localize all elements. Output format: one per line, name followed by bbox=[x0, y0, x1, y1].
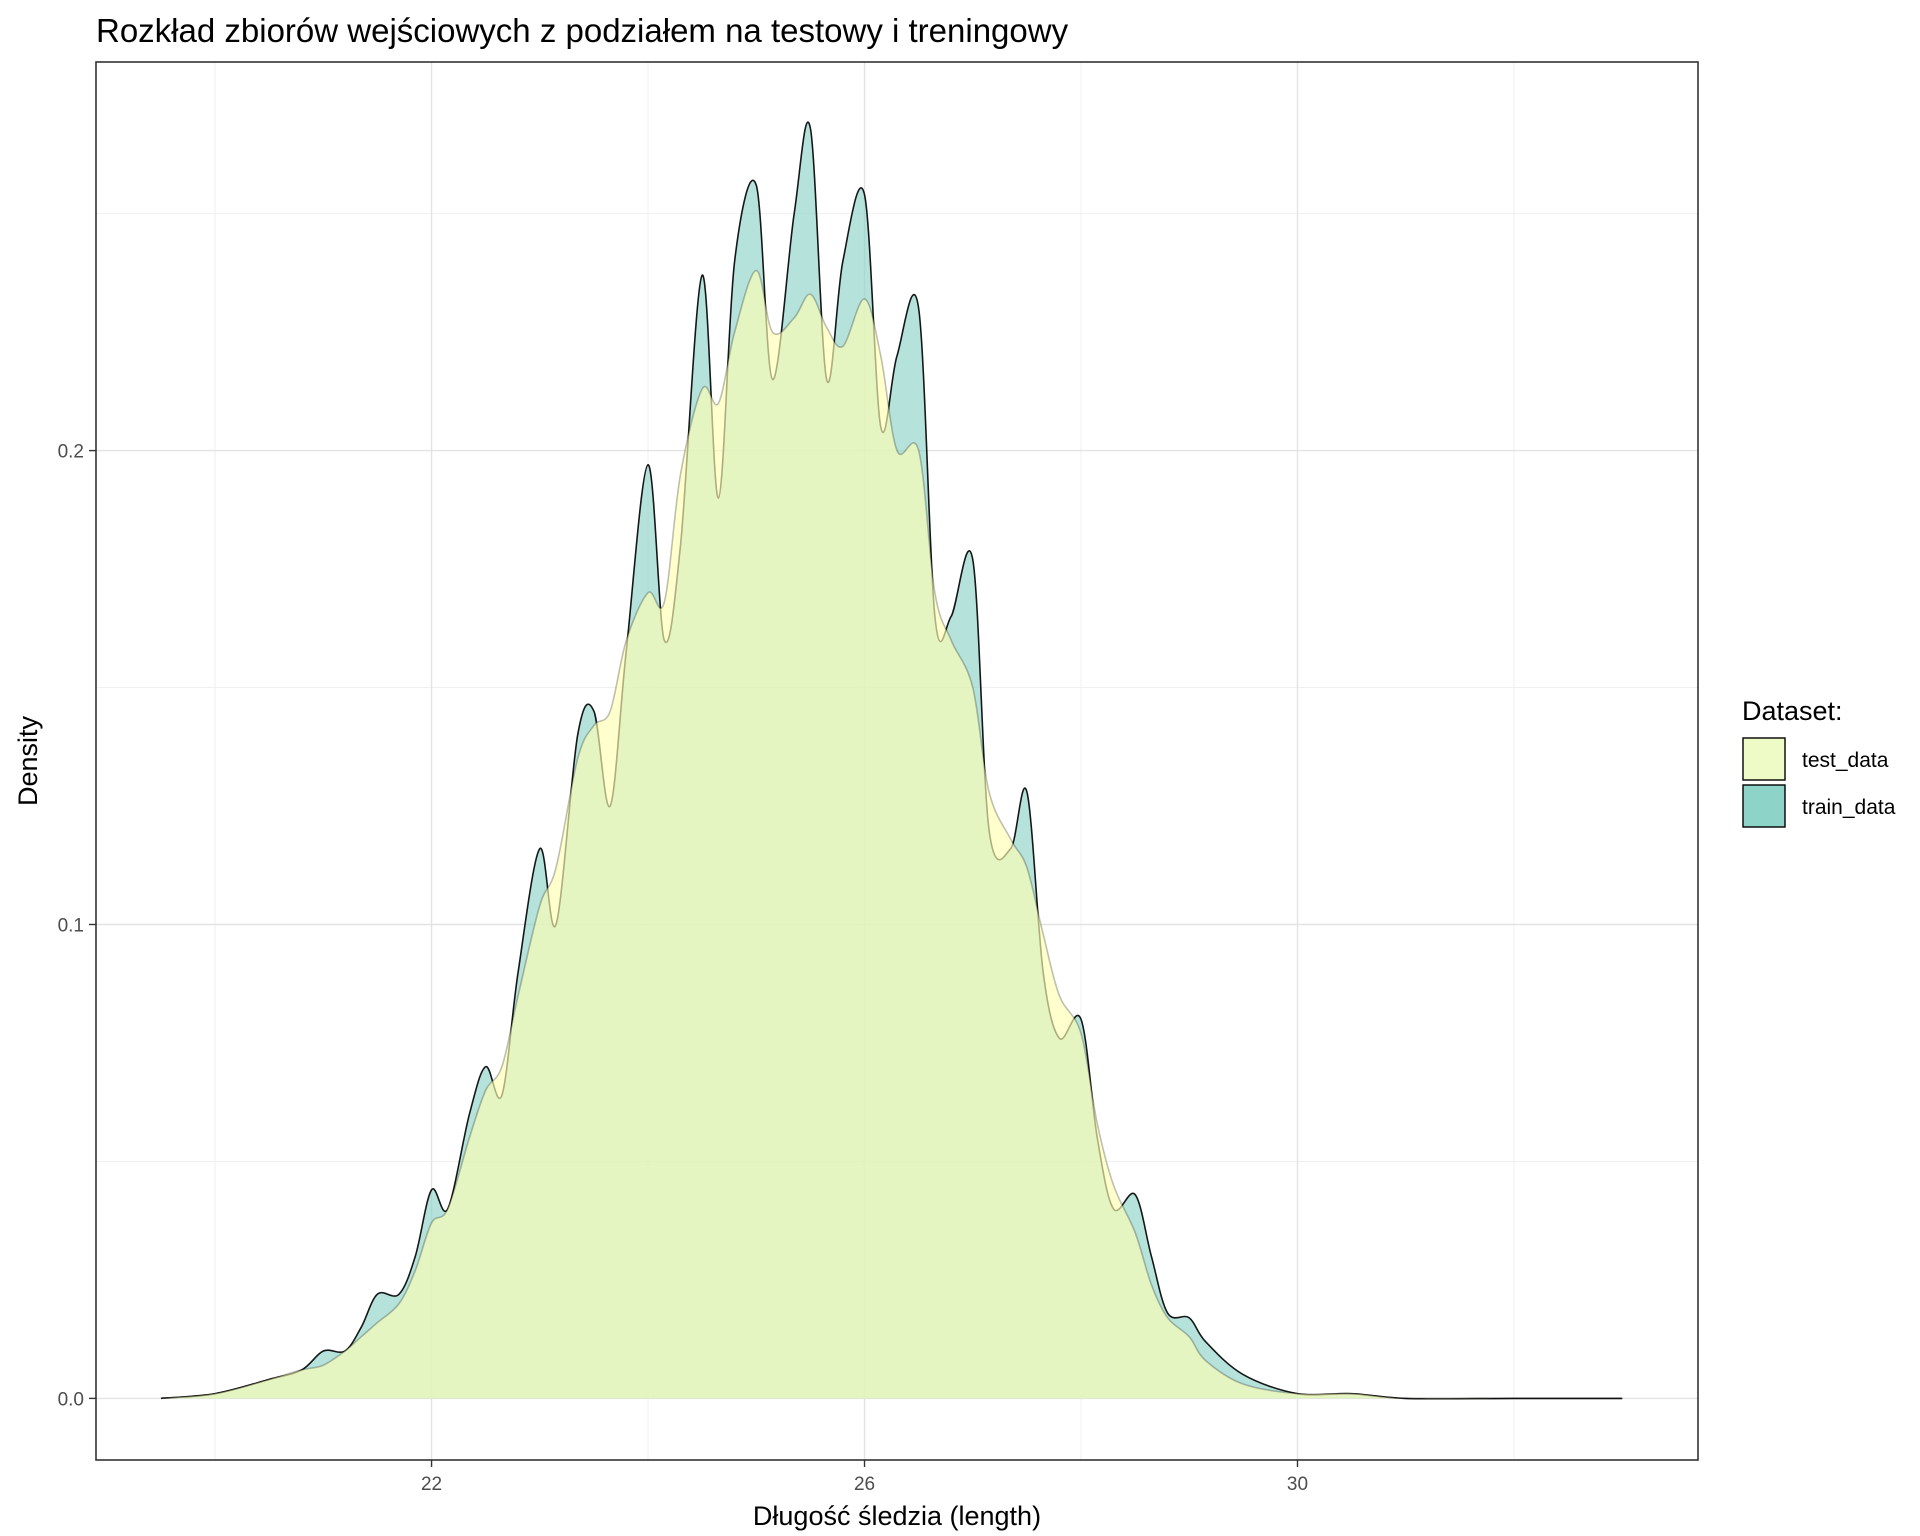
legend-item-test: test_data bbox=[1742, 737, 1889, 781]
x-tick-label-0: 22 bbox=[421, 1474, 442, 1495]
legend-key-test bbox=[1742, 737, 1786, 781]
legend-title: Dataset: bbox=[1742, 696, 1843, 726]
y-tick-label-0: 0.0 bbox=[58, 1389, 84, 1410]
y-tick-label-2: 0.2 bbox=[58, 442, 84, 463]
x-axis-title: Długość śledzia (length) bbox=[753, 1501, 1041, 1531]
legend-key-train bbox=[1742, 784, 1786, 828]
y-axis: 0.0 0.1 0.2 bbox=[58, 442, 96, 1410]
legend-label-test: test_data bbox=[1802, 749, 1889, 772]
legend-label-train: train_data bbox=[1802, 796, 1896, 819]
density-areas bbox=[160, 121, 1623, 1400]
panel-border bbox=[95, 61, 1699, 1461]
chart-title: Rozkład zbiorów wejściowych z podziałem … bbox=[96, 12, 1069, 49]
outline-test_data bbox=[160, 269, 1623, 1400]
area-test_data bbox=[160, 270, 1623, 1399]
x-tick-label-1: 26 bbox=[854, 1474, 875, 1495]
y-axis-title: Density bbox=[13, 715, 43, 806]
y-tick-label-1: 0.1 bbox=[58, 915, 84, 936]
x-tick-label-2: 30 bbox=[1287, 1474, 1308, 1495]
x-axis: 22 26 30 bbox=[421, 1460, 1308, 1495]
legend: Dataset: test_data train_data bbox=[1742, 696, 1896, 828]
plot-panel bbox=[95, 61, 1699, 1461]
legend-item-train: train_data bbox=[1742, 784, 1896, 828]
